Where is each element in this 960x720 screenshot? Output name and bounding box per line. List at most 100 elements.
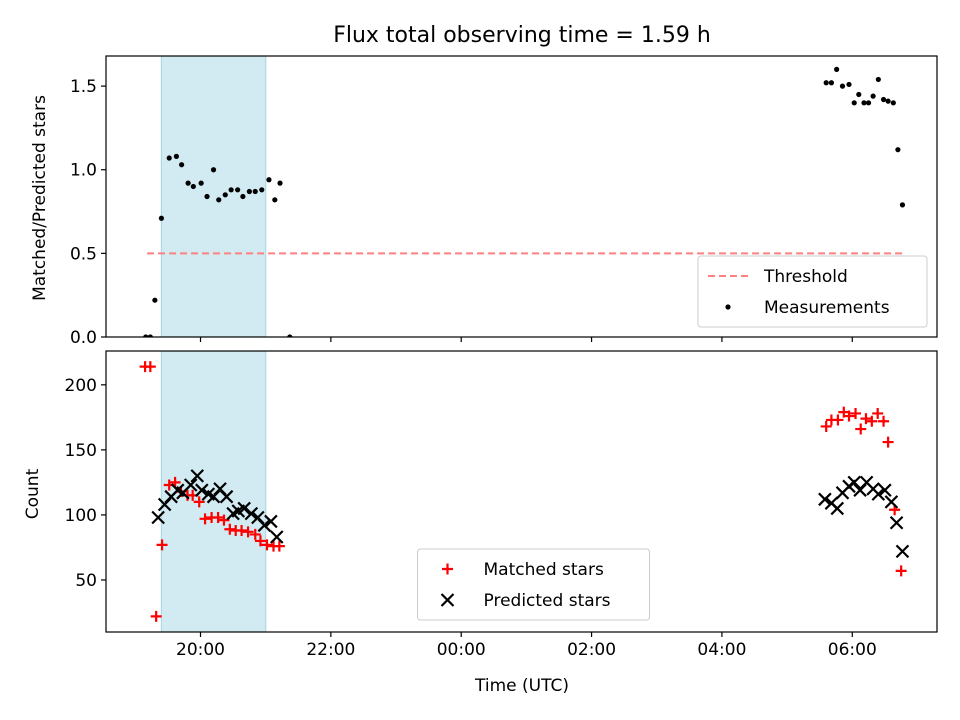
data-point	[287, 334, 293, 337]
data-point	[212, 512, 224, 524]
data-point	[820, 420, 832, 432]
data-point	[144, 361, 156, 373]
data-point	[895, 565, 907, 577]
x-tick-label: 02:00	[567, 640, 616, 660]
data-point	[843, 410, 855, 422]
data-point	[224, 523, 236, 535]
data-point	[865, 100, 872, 106]
data-point	[832, 414, 844, 426]
data-point	[259, 187, 265, 193]
data-point	[871, 487, 886, 501]
top-ylabel: Matched/Predicted stars	[30, 95, 50, 301]
data-point	[246, 188, 252, 195]
data-point	[277, 180, 283, 186]
data-point	[866, 415, 878, 427]
plot-area	[143, 56, 906, 337]
data-point	[151, 510, 165, 525]
data-point	[855, 423, 867, 435]
bottom-ylabel: Count	[23, 468, 43, 519]
data-point	[266, 177, 272, 183]
data-point	[847, 475, 862, 490]
data-point	[878, 415, 890, 427]
data-point	[850, 407, 862, 419]
y-tick-label: 150	[65, 441, 97, 461]
legend-marker	[725, 304, 731, 310]
data-point	[846, 81, 852, 88]
figure-title: Flux total observing time = 1.59 h	[333, 23, 711, 48]
data-point	[870, 93, 876, 99]
shaded-span	[160, 56, 267, 337]
data-point	[890, 100, 896, 106]
legend-box	[697, 255, 928, 328]
data-point	[851, 100, 857, 106]
data-point	[264, 514, 278, 529]
data-point	[143, 334, 149, 337]
data-point	[235, 187, 241, 193]
x-tick-label: 00:00	[437, 640, 486, 660]
top-panel: Matched/Predicted stars 0.0 0.5 1.0 1.5 Thre…	[30, 55, 938, 348]
data-point	[899, 202, 906, 208]
data-point	[834, 66, 840, 72]
data-point	[878, 483, 892, 497]
plot-area	[139, 351, 910, 632]
data-point	[273, 540, 285, 552]
data-point	[856, 91, 862, 98]
data-point	[895, 544, 910, 559]
data-point	[269, 530, 284, 544]
data-point	[895, 147, 901, 153]
x-tick-label: 04:00	[697, 640, 746, 660]
data-point	[147, 334, 153, 337]
legend-label: Threshold	[763, 267, 848, 287]
legend-box	[417, 548, 650, 621]
data-point	[818, 492, 832, 507]
data-point	[875, 76, 881, 83]
x-tick-label: 06:00	[828, 640, 877, 660]
y-tick-label: 1.5	[70, 77, 97, 97]
data-point	[244, 506, 259, 521]
data-point	[228, 187, 234, 193]
data-point	[889, 515, 904, 530]
data-point	[885, 98, 891, 104]
data-point	[204, 193, 210, 200]
data-point	[249, 528, 261, 540]
legend-marker	[442, 563, 453, 575]
data-point	[152, 297, 158, 303]
data-point	[830, 501, 845, 516]
data-point	[219, 489, 234, 504]
y-tick-label: 50	[75, 571, 97, 591]
data-point	[828, 80, 835, 86]
data-point	[252, 188, 258, 195]
data-point	[237, 501, 251, 516]
data-point	[884, 495, 899, 509]
data-point	[236, 525, 248, 537]
data-point	[198, 180, 204, 186]
legend: Threshold Measurements	[697, 255, 928, 328]
y-tick-label: 100	[65, 506, 97, 526]
legend-label: Matched stars	[484, 560, 604, 580]
y-tick-label: 200	[65, 376, 97, 396]
data-point	[860, 413, 872, 425]
data-point	[240, 193, 246, 200]
data-point	[872, 407, 884, 419]
data-point	[199, 513, 211, 525]
data-point	[257, 518, 272, 533]
data-point	[193, 496, 205, 508]
legend: Matched stars Predicted stars	[417, 548, 650, 621]
data-point	[195, 483, 209, 497]
legend-label: Measurements	[764, 298, 890, 318]
data-point	[190, 469, 205, 483]
y-tick-label: 1.0	[70, 161, 97, 181]
legend-marker	[440, 593, 455, 607]
data-point	[210, 167, 217, 173]
data-point	[183, 478, 198, 492]
series-measurements	[143, 66, 906, 337]
data-point	[880, 96, 887, 103]
x-tick-label: 20:00	[176, 640, 225, 660]
data-point	[242, 526, 254, 538]
data-point	[823, 80, 829, 86]
y-tick-label: 0.0	[70, 328, 97, 348]
data-point	[150, 610, 162, 622]
data-point	[272, 197, 278, 203]
data-point	[173, 153, 179, 159]
bottom-panel: Count Time (UTC) 20:00 22:00 00:00 02:00 04:…	[23, 350, 938, 696]
